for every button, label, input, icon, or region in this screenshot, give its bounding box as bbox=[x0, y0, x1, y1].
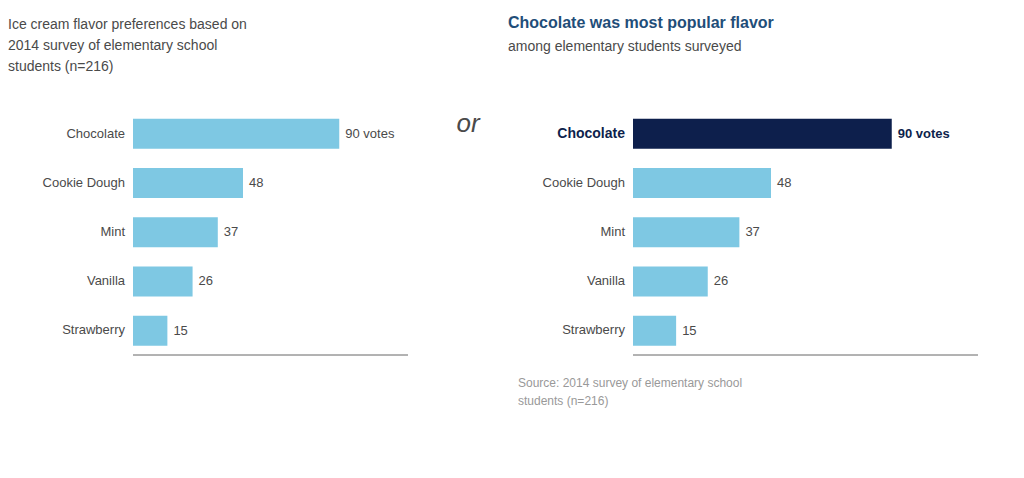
svg-text:37: 37 bbox=[745, 224, 759, 239]
svg-text:Chocolate: Chocolate bbox=[66, 126, 125, 141]
html-text:or: or bbox=[456, 108, 480, 138]
html-text:among elementary students surv: among elementary students surveyed bbox=[508, 38, 742, 54]
svg-text:15: 15 bbox=[682, 323, 696, 338]
svg-text:48: 48 bbox=[777, 175, 791, 190]
svg-text:26: 26 bbox=[714, 273, 728, 288]
svg-text:Vanilla: Vanilla bbox=[587, 273, 626, 288]
svg-text:90 votes: 90 votes bbox=[345, 126, 395, 141]
svg-text:48: 48 bbox=[249, 175, 263, 190]
svg-text:26: 26 bbox=[199, 273, 213, 288]
svg-text:Chocolate: Chocolate bbox=[557, 125, 625, 141]
svg-text:Strawberry: Strawberry bbox=[62, 322, 125, 337]
html-text:Source: 2014 survey of element: Source: 2014 survey of elementary school… bbox=[518, 376, 743, 408]
svg-text:Mint: Mint bbox=[600, 224, 625, 239]
svg-text:90 votes: 90 votes bbox=[898, 126, 950, 141]
svg-text:Vanilla: Vanilla bbox=[87, 273, 126, 288]
svg-text:Strawberry: Strawberry bbox=[562, 322, 625, 337]
svg-text:15: 15 bbox=[173, 323, 187, 338]
html-text:Chocolate was most popular fla: Chocolate was most popular flavor bbox=[508, 14, 774, 31]
svg-text:Cookie Dough: Cookie Dough bbox=[543, 175, 625, 190]
html-text:Ice cream flavor preferences b: Ice cream flavor preferences based on 20… bbox=[8, 16, 247, 74]
svg-text:37: 37 bbox=[224, 224, 238, 239]
svg-text:Mint: Mint bbox=[100, 224, 125, 239]
svg-text:Cookie Dough: Cookie Dough bbox=[43, 175, 125, 190]
